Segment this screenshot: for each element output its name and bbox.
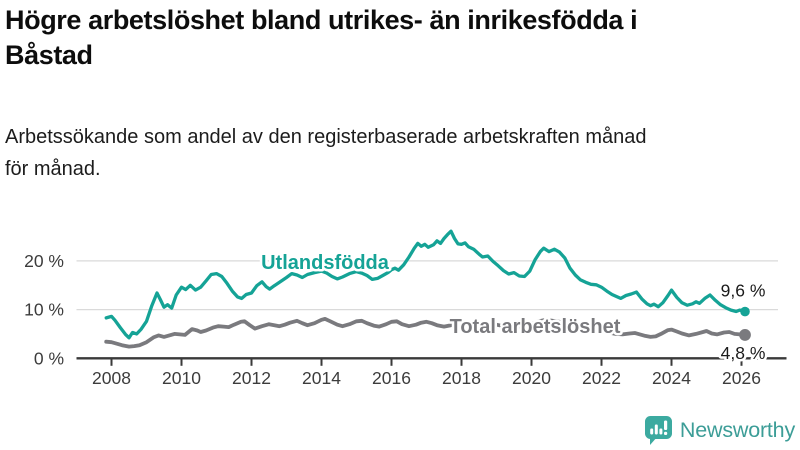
- series-label-1: Total arbetslöshet: [450, 316, 621, 338]
- x-tick-label: 2016: [372, 368, 411, 388]
- series-line-total: [104, 317, 747, 349]
- x-tick-label: 2026: [722, 368, 761, 388]
- chart-subtitle: Arbetssökande som andel av den registerb…: [5, 121, 797, 185]
- y-tick-label: 0 %: [34, 348, 64, 368]
- logo-wordmark: Newsworthy: [679, 417, 795, 442]
- page-title: Högre arbetslöshet bland utrikes- än inr…: [5, 3, 797, 73]
- end-point-dot: [739, 329, 751, 341]
- title-line-1: Högre arbetslöshet bland utrikes- än inr…: [5, 5, 638, 35]
- subtitle-line-2: för månad.: [5, 158, 101, 180]
- series-label-0: Utlandsfödda: [261, 252, 390, 274]
- end-value-label: 9,6 %: [721, 281, 766, 301]
- title-line-2: Båstad: [5, 40, 93, 70]
- x-tick-label: 2020: [512, 368, 551, 388]
- x-tick-label: 2018: [442, 368, 481, 388]
- y-tick-label: 10 %: [24, 300, 64, 320]
- x-tick-label: 2022: [582, 368, 621, 388]
- y-tick-label: 20 %: [24, 251, 64, 271]
- x-tick-label: 2012: [232, 368, 271, 388]
- x-tick-label: 2024: [652, 368, 691, 388]
- subtitle-line-1: Arbetssökande som andel av den registerb…: [5, 126, 647, 148]
- x-tick-label: 2008: [92, 368, 131, 388]
- end-value-label: 4,8 %: [721, 343, 766, 363]
- x-tick-label: 2010: [162, 368, 201, 388]
- series-line-utlandsfodda: [104, 229, 747, 340]
- bar-chart-speech-bubble-icon: [644, 415, 672, 445]
- x-tick-label: 2014: [302, 368, 341, 388]
- newsworthy-logo: Newsworthy: [644, 414, 795, 446]
- end-point-dot: [740, 306, 750, 317]
